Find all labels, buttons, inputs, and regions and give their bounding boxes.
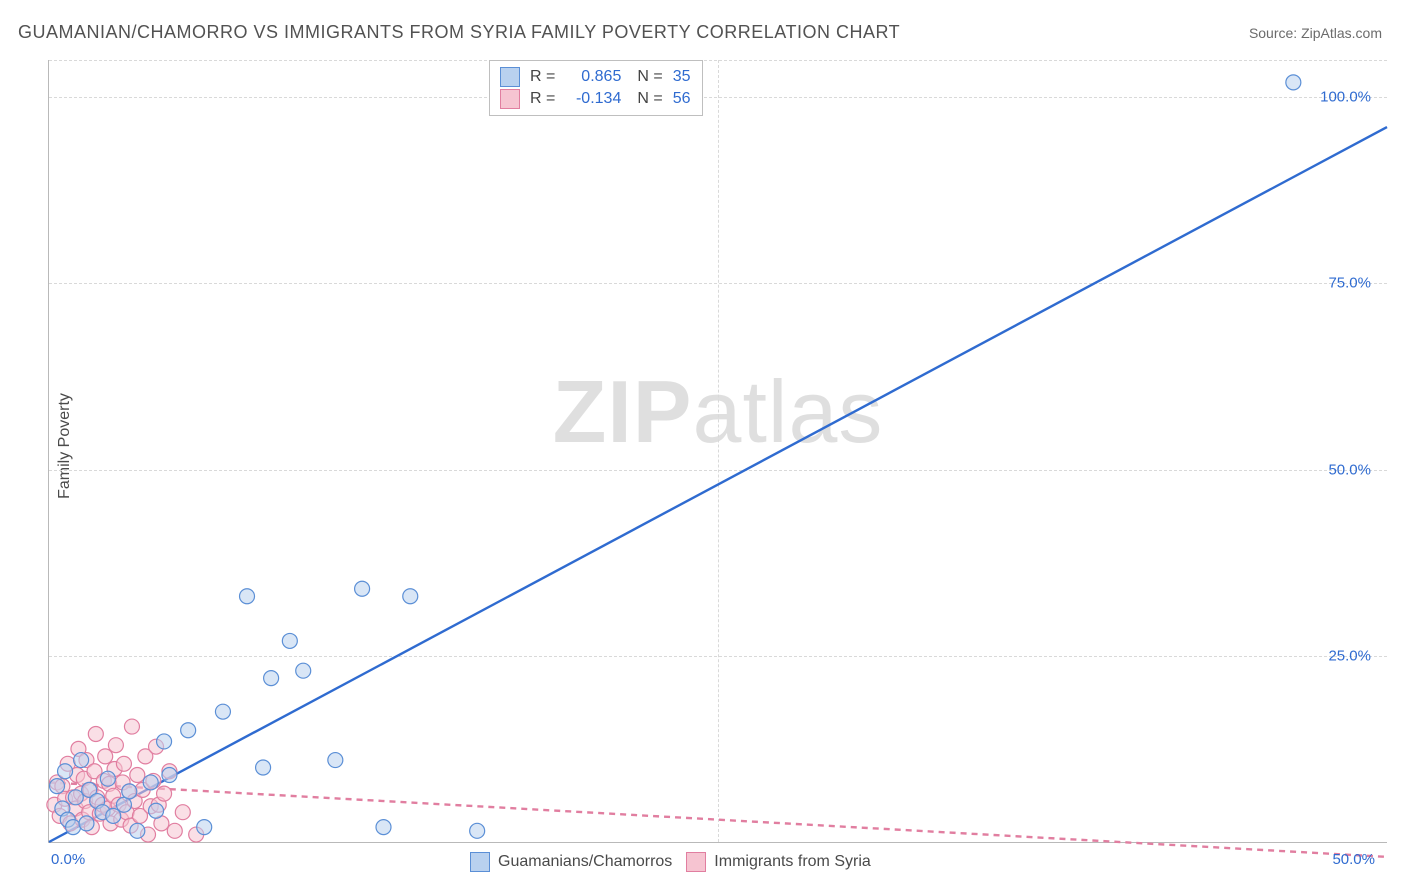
legend-item: Immigrants from Syria (686, 852, 870, 872)
data-point-guamanian (74, 753, 89, 768)
source-attribution: Source: ZipAtlas.com (1249, 25, 1382, 41)
data-point-guamanian (100, 771, 115, 786)
data-point-guamanian (181, 723, 196, 738)
data-point-guamanian (50, 779, 65, 794)
data-point-syria (157, 786, 172, 801)
data-point-guamanian (470, 823, 485, 838)
data-point-syria (88, 727, 103, 742)
data-point-guamanian (376, 820, 391, 835)
y-tick-label: 100.0% (1320, 89, 1371, 106)
data-point-guamanian (256, 760, 271, 775)
chart-container: GUAMANIAN/CHAMORRO VS IMMIGRANTS FROM SY… (0, 0, 1406, 892)
correlation-legend: R = 0.865 N = 35 R = -0.134 N = 56 (489, 60, 703, 116)
legend-swatch-blue (500, 67, 520, 87)
legend-row: R = -0.134 N = 56 (500, 88, 690, 110)
legend-swatch-blue (470, 852, 490, 872)
data-point-guamanian (116, 797, 131, 812)
legend-swatch-pink (500, 89, 520, 109)
data-point-guamanian (162, 767, 177, 782)
plot-area: ZIPatlas R = 0.865 N = 35 R = -0.134 N =… (48, 60, 1387, 843)
y-tick-label: 25.0% (1328, 647, 1371, 664)
legend-row: R = 0.865 N = 35 (500, 66, 690, 88)
data-point-syria (130, 767, 145, 782)
data-point-syria (124, 719, 139, 734)
legend-item: Guamanians/Chamorros (470, 852, 672, 872)
data-point-guamanian (143, 775, 158, 790)
legend-label: Guamanians/Chamorros (498, 853, 672, 871)
data-point-guamanian (355, 581, 370, 596)
x-tick-label: 50.0% (1332, 851, 1375, 868)
data-point-guamanian (328, 753, 343, 768)
data-point-guamanian (122, 784, 137, 799)
chart-svg (49, 60, 1387, 842)
data-point-guamanian (240, 589, 255, 604)
data-point-guamanian (1286, 75, 1301, 90)
data-point-guamanian (296, 663, 311, 678)
data-point-guamanian (215, 704, 230, 719)
data-point-syria (116, 756, 131, 771)
y-tick-label: 50.0% (1328, 461, 1371, 478)
series-legend: Guamanians/Chamorros Immigrants from Syr… (470, 852, 871, 872)
data-point-guamanian (157, 734, 172, 749)
data-point-guamanian (58, 764, 73, 779)
data-point-guamanian (264, 671, 279, 686)
data-point-guamanian (130, 823, 145, 838)
data-point-guamanian (79, 816, 94, 831)
legend-label: Immigrants from Syria (714, 853, 870, 871)
data-point-guamanian (403, 589, 418, 604)
data-point-guamanian (68, 790, 83, 805)
data-point-syria (167, 823, 182, 838)
data-point-syria (175, 805, 190, 820)
data-point-guamanian (282, 633, 297, 648)
data-point-syria (108, 738, 123, 753)
trend-line-syria (49, 782, 1387, 856)
data-point-guamanian (197, 820, 212, 835)
y-tick-label: 75.0% (1328, 275, 1371, 292)
data-point-guamanian (149, 803, 164, 818)
chart-title: GUAMANIAN/CHAMORRO VS IMMIGRANTS FROM SY… (18, 22, 900, 43)
trend-line-guamanian (49, 127, 1387, 842)
x-tick-label: 0.0% (51, 851, 85, 868)
legend-swatch-pink (686, 852, 706, 872)
data-point-guamanian (66, 820, 81, 835)
